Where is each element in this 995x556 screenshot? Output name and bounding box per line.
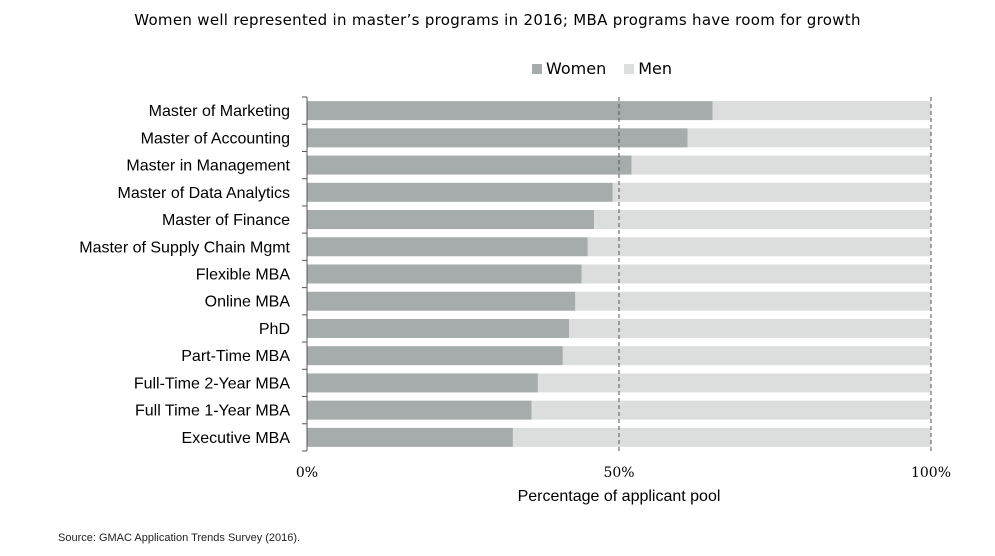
category-label-6: Flexible MBA [196,267,291,284]
bar-women-0 [307,101,713,121]
x-tick-label-1: 50% [603,465,634,481]
bar-men-6 [581,264,931,284]
bar-men-9 [562,346,931,366]
category-label-8: PhD [259,321,290,338]
legend-label-women: Women [546,59,607,78]
category-label-12: Executive MBA [182,430,291,447]
bar-women-11 [307,400,532,420]
bar-women-6 [307,264,582,284]
bar-men-5 [587,237,931,257]
x-axis-title: Percentage of applicant pool [518,488,721,505]
bar-women-10 [307,373,538,393]
legend: Women Men [532,59,690,78]
category-label-7: Online MBA [205,294,291,311]
bar-men-8 [569,318,931,338]
bar-men-4 [594,210,931,230]
category-label-10: Full-Time 2-Year MBA [134,375,291,392]
legend-item-women: Women [532,59,606,78]
bar-men-0 [712,101,931,121]
category-label-0: Master of Marketing [149,103,290,120]
legend-item-men: Men [624,59,672,78]
bar-men-2 [631,155,931,175]
bar-women-2 [307,155,632,175]
category-label-9: Part-Time MBA [181,348,290,365]
bar-women-1 [307,128,688,148]
source-note: Source: GMAC Application Trends Survey (… [58,532,301,544]
bar-women-5 [307,237,588,257]
legend-swatch-women [532,63,542,74]
bar-women-9 [307,346,563,366]
bar-women-7 [307,291,576,311]
legend-label-men: Men [638,59,673,78]
bar-women-4 [307,210,595,230]
chart-title: Women well represented in master’s progr… [134,11,861,29]
category-label-2: Master in Management [126,158,290,175]
bar-women-8 [307,318,570,338]
x-tick-label-0: 0% [296,465,318,481]
category-label-1: Master of Accounting [141,130,290,147]
category-label-4: Master of Finance [162,212,290,229]
category-label-5: Master of Supply Chain Mgmt [79,239,290,256]
bar-men-1 [687,128,931,148]
x-tick-label-2: 100% [911,465,951,481]
bar-men-12 [512,427,931,447]
category-label-11: Full Time 1-Year MBA [135,403,290,420]
bar-men-11 [531,400,931,420]
bar-men-10 [537,373,931,393]
category-label-3: Master of Data Analytics [117,185,290,202]
bar-women-3 [307,182,613,202]
bar-women-12 [307,427,513,447]
bar-men-3 [612,182,931,202]
legend-swatch-men [624,63,635,74]
bar-men-7 [575,291,931,311]
